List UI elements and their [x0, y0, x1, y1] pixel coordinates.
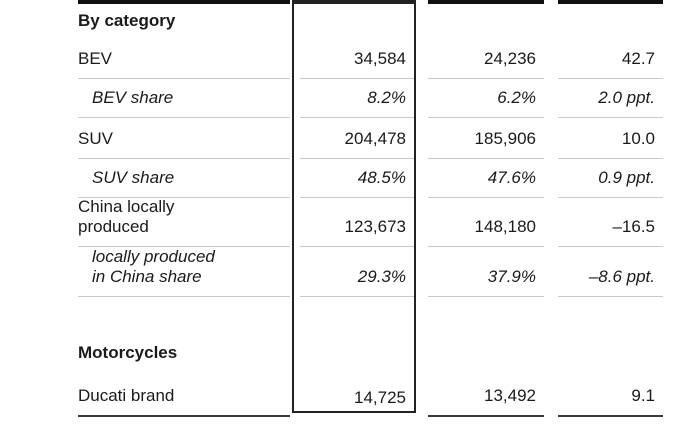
spacer-value-1 — [300, 297, 414, 335]
suv-value-2: 185,906 — [428, 118, 544, 159]
ducati-brand-value-1: 14,725 — [354, 387, 406, 407]
bev-label: BEV — [78, 40, 290, 79]
bev-value-3: 42.7 — [558, 40, 663, 79]
bev-share-value-3: 2.0 ppt. — [558, 79, 663, 118]
spacer-value-3 — [558, 297, 663, 335]
ducati-brand-label: Ducati brand — [78, 372, 290, 417]
china-locally-produced-value-3: –16.5 — [558, 198, 663, 247]
by-category-value-3 — [558, 0, 663, 40]
suv-share-value-1: 48.5% — [300, 159, 414, 198]
china-locally-produced-label: China locally produced — [78, 197, 290, 247]
locally-produced-in-china-share-value-1: 29.3% — [300, 247, 414, 297]
ducati-brand-value-2: 13,492 — [428, 372, 544, 417]
suv-share-value-3: 0.9 ppt. — [558, 159, 663, 198]
bev-share-value-1: 8.2% — [300, 79, 414, 118]
suv-share-value-2: 47.6% — [428, 159, 544, 198]
china-locally-produced-value-1: 123,673 — [300, 198, 414, 247]
locally-produced-in-china-share-value-2: 37.9% — [428, 247, 544, 297]
suv-value-3: 10.0 — [558, 118, 663, 159]
suv-share-label: SUV share — [78, 159, 290, 198]
by-category-value-2 — [428, 0, 544, 40]
bev-share-value-2: 6.2% — [428, 79, 544, 118]
motorcycles-value-3 — [558, 335, 663, 372]
by-category-value-1 — [300, 0, 414, 40]
locally-produced-in-china-share-label: locally produced in China share — [78, 247, 290, 297]
bev-value-2: 24,236 — [428, 40, 544, 79]
spacer-value-2 — [428, 297, 544, 335]
ducati-brand-value-3: 9.1 — [558, 372, 663, 417]
deliveries-table: By category BEV 34,584 24,236 42.7 BEV s… — [78, 0, 663, 417]
china-locally-produced-value-2: 148,180 — [428, 198, 544, 247]
motorcycles-value-1 — [300, 335, 414, 372]
bev-value-1: 34,584 — [300, 40, 414, 79]
locally-produced-in-china-share-value-3: –8.6 ppt. — [558, 247, 663, 297]
bev-share-label: BEV share — [78, 79, 290, 118]
section-header-motorcycles: Motorcycles — [78, 342, 178, 362]
suv-label: SUV — [78, 118, 290, 159]
table-grid: By category BEV 34,584 24,236 42.7 BEV s… — [78, 0, 663, 417]
suv-value-1: 204,478 — [300, 118, 414, 159]
motorcycles-value-2 — [428, 335, 544, 372]
section-header-by-category: By category — [78, 0, 290, 40]
spacer-label — [78, 297, 290, 335]
